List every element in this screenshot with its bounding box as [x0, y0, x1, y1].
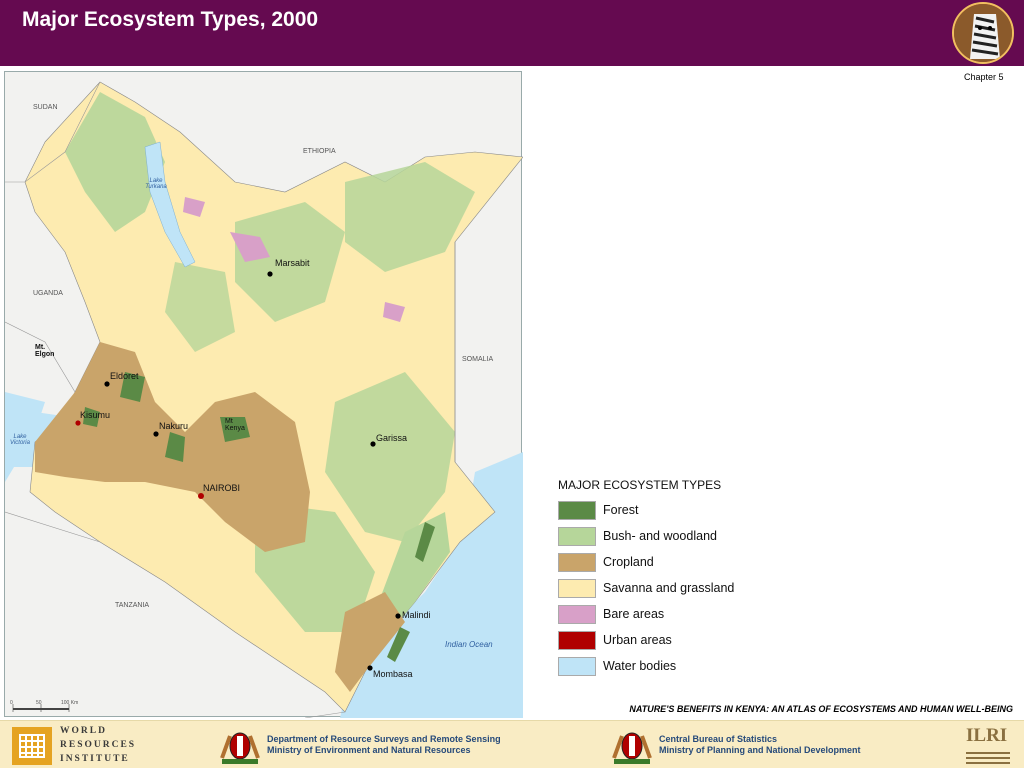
- city-label-marsabit: Marsabit: [275, 258, 310, 268]
- wri-name: WORLD RESOURCES INSTITUTE: [60, 726, 137, 764]
- legend-item-savanna: Savanna and grassland: [558, 575, 818, 601]
- scale-tick-50: 50: [36, 700, 42, 706]
- legend-swatch: [558, 578, 596, 598]
- legend-label: Bush- and woodland: [603, 529, 717, 543]
- scale-tick-0: 0: [10, 700, 13, 706]
- city-label-malindi: Malindi: [402, 610, 431, 620]
- country-label-uganda: UGANDA: [33, 290, 63, 297]
- country-label-sudan: SUDAN: [33, 104, 58, 111]
- scale-tick-100: 100 Km: [61, 700, 79, 706]
- country-label-somalia: SOMALIA: [462, 356, 494, 363]
- legend-label: Bare areas: [603, 607, 665, 621]
- footer: WORLD RESOURCES INSTITUTE Department of Re…: [0, 720, 1024, 768]
- city-label-mombasa: Mombasa: [373, 669, 413, 679]
- city-label-kisumu: Kisumu: [80, 410, 111, 420]
- country-label-tanzania: TANZANIA: [115, 602, 150, 609]
- legend-label: Forest: [603, 503, 639, 517]
- legend-swatch: [558, 552, 596, 572]
- country-label-ethiopia: ETHIOPIA: [303, 148, 336, 155]
- legend-swatch: [558, 526, 596, 546]
- mt-kenya-label: Mt Kenya: [225, 418, 245, 432]
- city-label-nakuru: Nakuru: [159, 421, 189, 431]
- legend: MAJOR ECOSYSTEM TYPES Forest Bush- and w…: [558, 478, 818, 679]
- page-title: Major Ecosystem Types, 2000: [22, 8, 319, 31]
- legend-item-urban: Urban areas: [558, 627, 818, 653]
- cbs-text: Central Bureau of Statistics Ministry of …: [659, 734, 861, 755]
- legend-swatch: [558, 500, 596, 520]
- legend-label: Savanna and grassland: [603, 581, 735, 595]
- header-bar: Major Ecosystem Types, 2000: [0, 0, 1024, 66]
- ilri-subtitle-icon: [966, 749, 1010, 765]
- mt-elgon-label: Mt. Elgon: [35, 344, 55, 358]
- city-label-nairobi: NAIROBI: [203, 483, 241, 493]
- legend-item-bush: Bush- and woodland: [558, 523, 818, 549]
- legend-item-forest: Forest: [558, 497, 818, 523]
- chapter-label: Chapter 5: [964, 72, 1004, 82]
- city-label-eldoret: Eldoret: [110, 371, 139, 381]
- drsrs-text: Department of Resource Surveys and Remot…: [267, 734, 501, 755]
- legend-label: Cropland: [603, 555, 654, 569]
- legend-item-cropland: Cropland: [558, 549, 818, 575]
- indian-ocean-label: Indian Ocean: [445, 640, 493, 649]
- city-label-garissa: Garissa: [376, 433, 408, 443]
- legend-item-water: Water bodies: [558, 653, 818, 679]
- legend-swatch: [558, 656, 596, 676]
- atlas-title: NATURE'S BENEFITS IN KENYA: AN ATLAS OF …: [629, 704, 1013, 714]
- legend-label: Urban areas: [603, 633, 672, 647]
- wri-knot-icon: [12, 727, 52, 765]
- lake-turkana-label: Lake Turkana: [145, 178, 167, 190]
- coat-of-arms-icon: [612, 732, 652, 764]
- coat-of-arms-icon: [220, 732, 260, 764]
- ilri-logo: ILRI: [966, 725, 1008, 746]
- legend-swatch: [558, 630, 596, 650]
- legend-swatch: [558, 604, 596, 624]
- legend-item-bare: Bare areas: [558, 601, 818, 627]
- lake-victoria-label: Lake Victoria: [10, 434, 30, 446]
- legend-title: MAJOR ECOSYSTEM TYPES: [558, 478, 722, 492]
- zebra-logo-icon: [952, 2, 1014, 64]
- legend-label: Water bodies: [603, 659, 677, 673]
- kenya-ecosystem-map: SUDAN ETHIOPIA UGANDA SOMALIA TANZANIA L…: [4, 71, 523, 718]
